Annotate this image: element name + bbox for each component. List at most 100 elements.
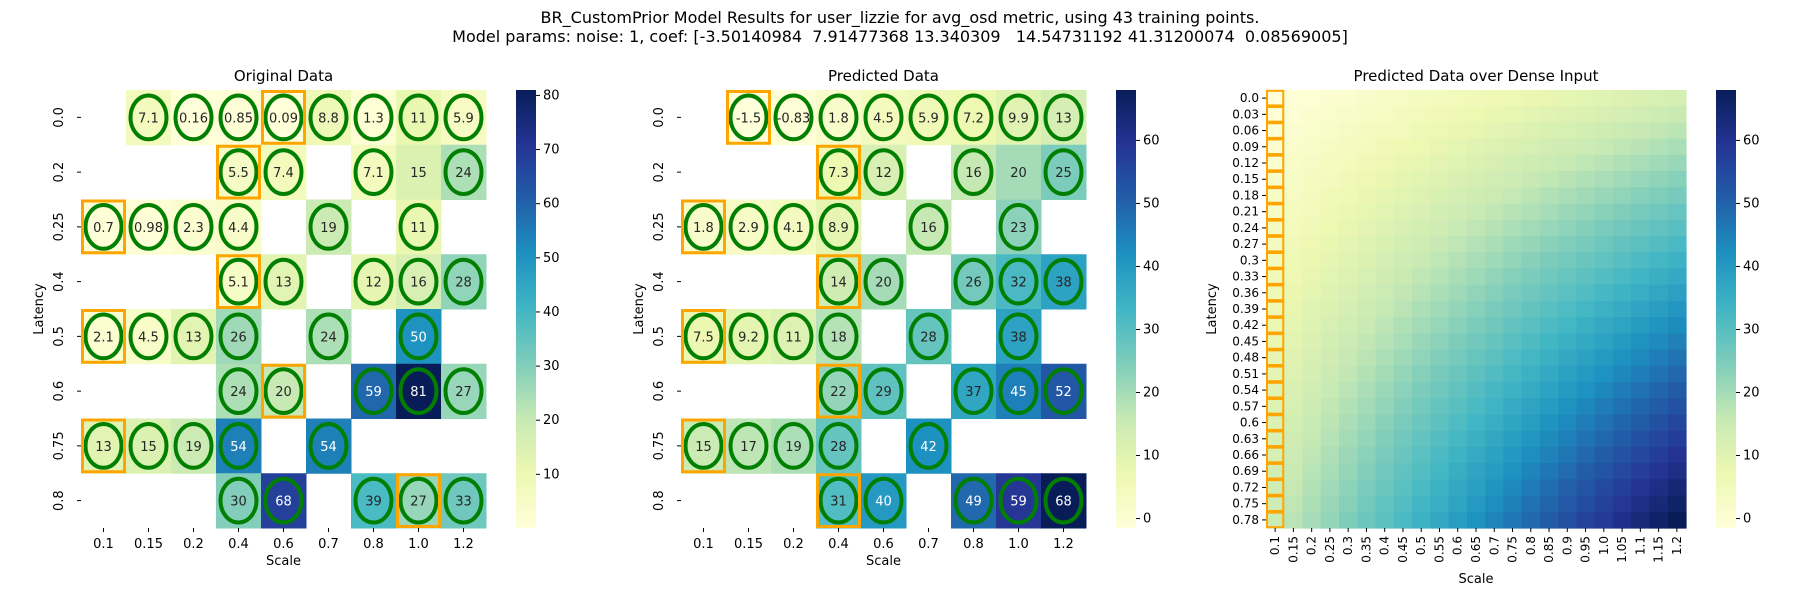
dense-cell [1485,268,1504,286]
dense-cell [1412,317,1431,334]
dense-cell [1576,333,1596,351]
dense-cell [1539,479,1559,497]
dense-cell [1448,252,1468,270]
dense-y-tick-label: 0.0 [1240,91,1259,105]
dense-cell [1667,106,1687,124]
dense-cell [1302,317,1322,334]
dense-cell [1393,138,1413,156]
dense-cell [1539,511,1559,529]
dense-cell [1503,511,1523,529]
dense-y-tick-label: 0.3 [1240,253,1259,267]
dense-cell [1594,446,1614,464]
dense-cell [1485,300,1504,318]
dense-cell [1393,495,1413,513]
dense-cell [1357,122,1377,140]
predicted-colorbar-tick-label: 20 [1143,386,1160,401]
original-cell [171,199,217,255]
predicted-x-tick-label: 1.2 [1053,537,1074,552]
predicted-cell [816,473,862,529]
dense-y-tick-label: 0.12 [1232,156,1259,170]
predicted-cell-label: 1.8 [828,111,849,126]
dense-cell [1302,171,1322,188]
dense-cell [1594,414,1614,432]
dense-cell [1266,268,1285,286]
predicted-cell-label: -0.83 [777,111,811,126]
dense-colorbar-tick-label: 60 [1743,133,1760,148]
original-cell [306,199,352,255]
original-colorbar-tick-label: 10 [543,467,560,482]
dense-cell [1612,479,1632,497]
predicted-training-circle [863,476,904,525]
dense-cell [1357,495,1377,513]
dense-cell [1558,284,1578,302]
dense-cell [1521,333,1541,351]
original-x-tick-label: 0.15 [134,537,163,552]
original-cell-label: 5.5 [228,166,249,181]
dense-cell [1667,268,1687,286]
predicted-highlight-box [816,144,861,200]
original-training-circle [173,312,214,361]
dense-cell [1448,268,1468,286]
original-colorbar-tick-label: 80 [543,88,560,103]
predicted-cell-label: 9.9 [1008,111,1029,126]
dense-cell [1375,138,1395,156]
predicted-training-circle [998,257,1039,306]
dense-cell [1284,446,1304,464]
dense-cell [1393,268,1413,286]
original-training-circle [398,202,439,251]
dense-cell [1284,268,1304,286]
dense-cell [1612,252,1632,270]
dense-cell [1503,333,1523,351]
dense-cell [1631,446,1651,464]
original-cell [171,418,217,474]
dense-cell [1558,446,1578,464]
dense-cell [1667,154,1687,172]
original-highlight-box [216,254,261,309]
dense-cell [1466,398,1486,416]
dense-cell [1612,154,1632,172]
dense-cell [1485,463,1504,480]
original-cell [396,363,442,419]
dense-cell [1266,333,1285,351]
dense-cell [1412,187,1431,205]
dense-cell [1320,430,1340,448]
dense-cell [1594,333,1614,351]
original-cell-label: 24 [320,330,337,345]
original-cell-label: 7.1 [138,111,159,126]
predicted-training-circle [818,148,859,197]
dense-cell [1284,122,1304,140]
dense-cell [1302,203,1322,221]
original-cell [396,144,442,200]
dense-cell [1558,398,1578,416]
original-cell-label: 54 [230,440,247,455]
dense-cell [1448,414,1468,432]
dense-highlight-box [1266,462,1285,480]
dense-highlight-box [1266,89,1285,107]
dense-title: Predicted Data over Dense Input [1354,67,1599,85]
original-training-circle [218,367,259,416]
original-training-circle [83,202,124,251]
dense-cell [1539,398,1559,416]
predicted-x-tick-label: 0.7 [918,537,939,552]
dense-x-tick-label: 1.05 [1615,536,1629,563]
dense-cell [1357,398,1377,416]
dense-cell [1485,511,1504,529]
dense-cell [1539,171,1559,188]
dense-cell [1649,479,1669,497]
dense-y-tick-label: 0.39 [1232,302,1259,316]
dense-cell [1466,284,1486,302]
dense-cell [1612,268,1632,286]
dense-cell [1448,495,1468,513]
dense-cell [1375,349,1395,367]
dense-cell [1594,236,1614,253]
predicted-training-circle [998,93,1039,142]
dense-y-tick-label: 0.45 [1232,334,1259,348]
dense-cell [1284,317,1304,334]
dense-cell [1284,219,1304,237]
dense-x-tick-label: 1.15 [1652,536,1666,563]
dense-cell [1558,300,1578,318]
dense-x-tick-label: 0.3 [1341,536,1355,555]
dense-cell [1558,479,1578,497]
original-cell-label: 13 [275,276,292,291]
dense-cell [1357,479,1377,497]
